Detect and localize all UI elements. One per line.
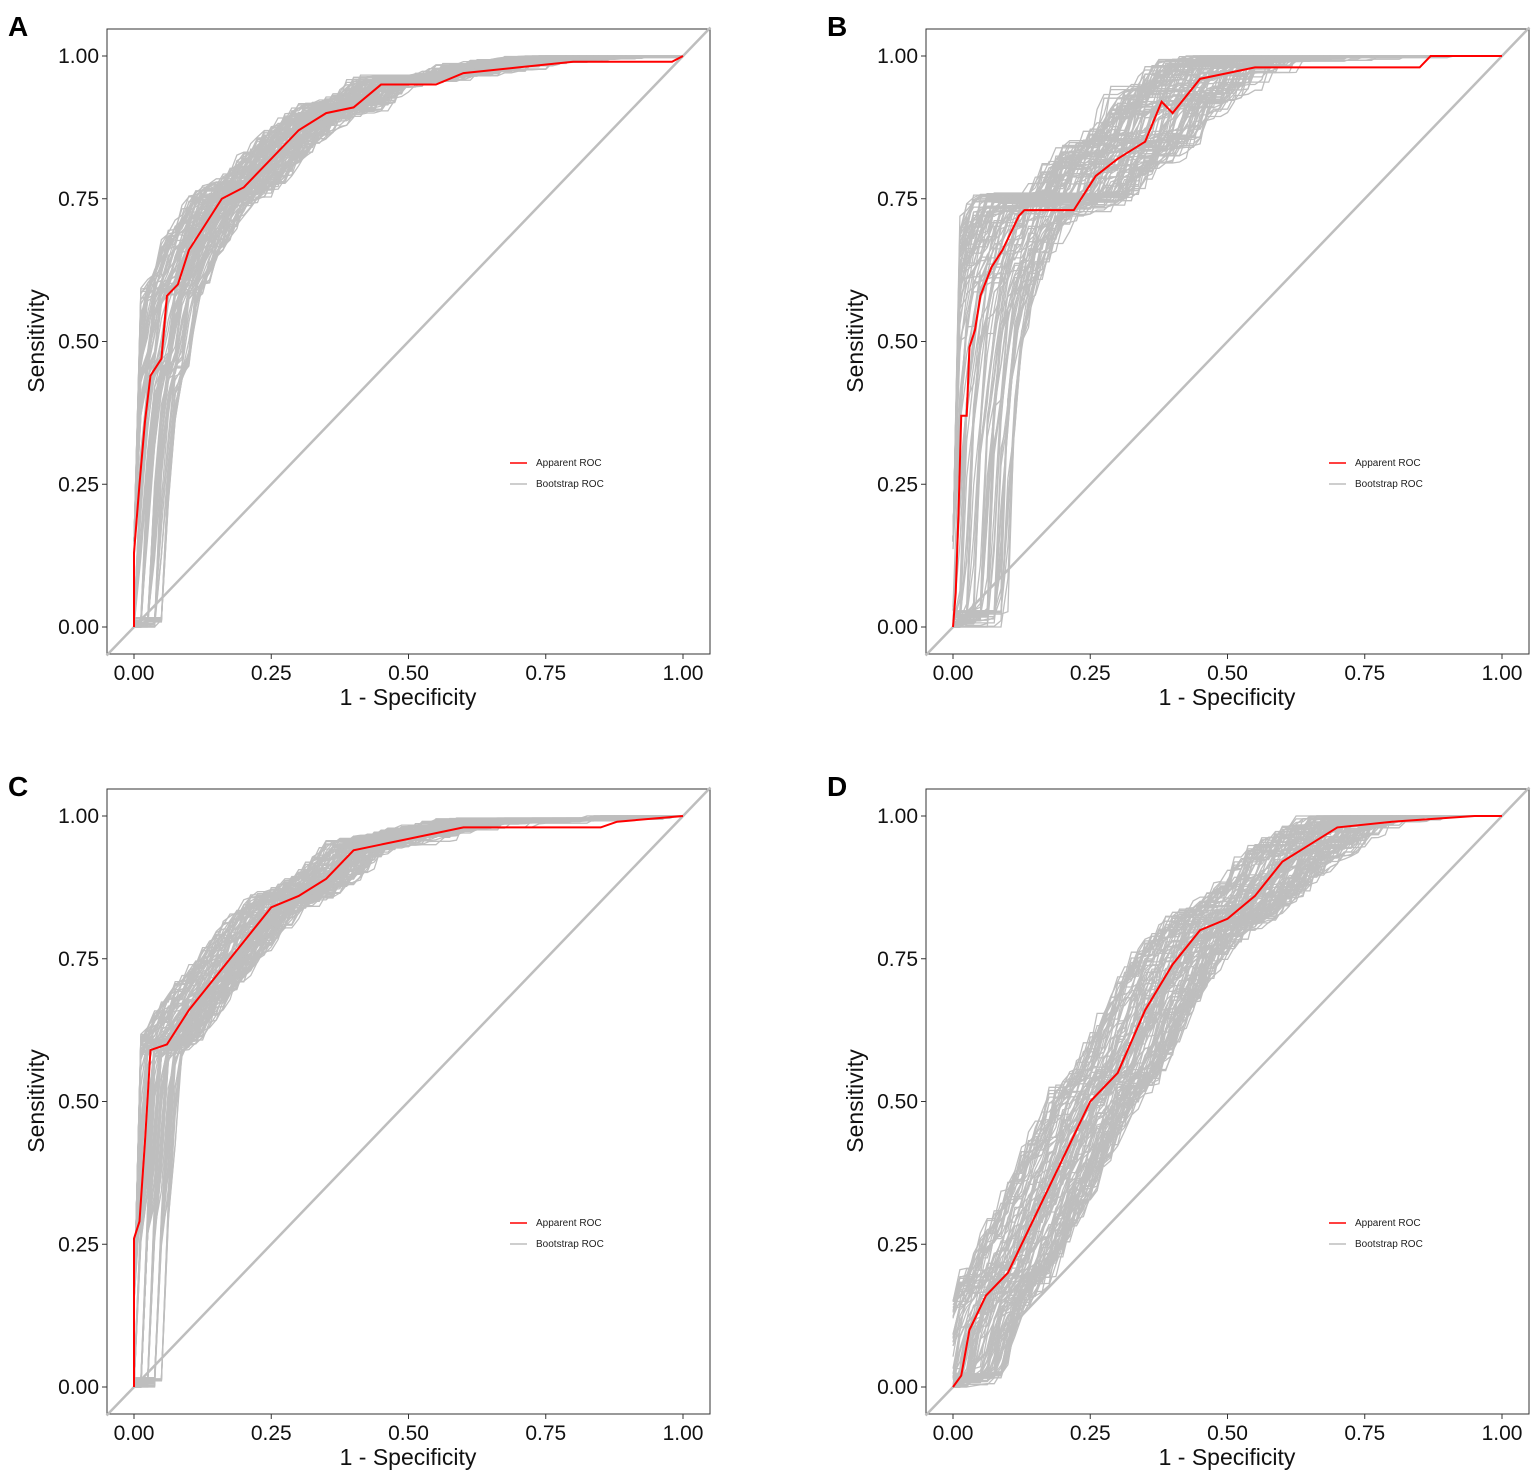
y-axis-label: Sensitivity bbox=[842, 289, 868, 393]
bootstrap-roc-line bbox=[952, 815, 1502, 1388]
x-tick-label: 0.00 bbox=[114, 662, 155, 685]
y-axis-label: Sensitivity bbox=[842, 1049, 868, 1153]
legend-label-apparent: Apparent ROC bbox=[1355, 458, 1421, 469]
x-tick-label: 0.50 bbox=[1207, 1422, 1248, 1445]
panel-letter: A bbox=[8, 11, 28, 42]
legend-label-bootstrap: Bootstrap ROC bbox=[536, 1239, 604, 1250]
y-tick-label: 1.00 bbox=[58, 45, 99, 68]
x-tick-label: 0.25 bbox=[1070, 662, 1111, 685]
y-tick-label: 0.00 bbox=[58, 1376, 99, 1399]
y-tick-label: 0.25 bbox=[58, 1233, 99, 1256]
y-tick-label: 1.00 bbox=[877, 805, 918, 828]
diagonal-reference-line bbox=[924, 786, 1531, 1417]
x-tick-label: 0.00 bbox=[933, 1422, 974, 1445]
roc-panel-a: 0.00 0.25 0.50 0.75 1.00 0.00 0.25 0.50 0.75 1.00… bbox=[8, 11, 712, 710]
x-tick-label: 0.25 bbox=[251, 1422, 292, 1445]
y-tick-label: 1.00 bbox=[877, 45, 918, 68]
legend-label-apparent: Apparent ROC bbox=[536, 1218, 602, 1229]
x-tick-label: 0.50 bbox=[388, 1422, 429, 1445]
apparent-roc-line bbox=[952, 55, 1502, 628]
y-tick-label: 0.75 bbox=[877, 948, 918, 971]
y-tick-label: 0.25 bbox=[877, 1233, 918, 1256]
legend-label-bootstrap: Bootstrap ROC bbox=[1355, 479, 1423, 490]
x-tick-label: 0.25 bbox=[1070, 1422, 1111, 1445]
x-axis-label: 1 - Specificity bbox=[340, 684, 477, 710]
diagonal-reference-line bbox=[105, 26, 712, 657]
legend-label-bootstrap: Bootstrap ROC bbox=[536, 479, 604, 490]
y-tick-label: 0.25 bbox=[877, 473, 918, 496]
y-tick-label: 0.00 bbox=[877, 1376, 918, 1399]
roc-panel-b: 0.00 0.25 0.50 0.75 1.00 0.00 0.25 0.50 0.75 1.00… bbox=[827, 11, 1531, 710]
apparent-roc-line bbox=[133, 55, 684, 627]
x-tick-label: 0.00 bbox=[114, 1422, 155, 1445]
y-tick-label: 0.50 bbox=[58, 1091, 99, 1114]
legend: Apparent ROC Bootstrap ROC bbox=[1329, 458, 1423, 490]
x-axis-label: 1 - Specificity bbox=[1159, 684, 1296, 710]
y-tick-label: 0.50 bbox=[877, 1091, 918, 1114]
legend: Apparent ROC Bootstrap ROC bbox=[510, 1218, 604, 1250]
bootstrap-roc-line bbox=[134, 815, 683, 1388]
x-tick-label: 0.50 bbox=[1207, 662, 1248, 685]
y-tick-label: 0.75 bbox=[58, 948, 99, 971]
bootstrap-roc-line bbox=[133, 815, 683, 1302]
bootstrap-roc-line bbox=[134, 55, 683, 625]
y-tick-label: 0.25 bbox=[58, 473, 99, 496]
x-tick-label: 0.75 bbox=[525, 1422, 566, 1445]
bootstrap-curves bbox=[133, 55, 684, 628]
y-tick-label: 0.00 bbox=[877, 616, 918, 639]
bootstrap-roc-line bbox=[133, 815, 683, 1384]
bootstrap-roc-line bbox=[133, 55, 683, 542]
roc-panel-d: 0.00 0.25 0.50 0.75 1.00 0.00 0.25 0.50 0.75 1.00… bbox=[827, 771, 1531, 1470]
bootstrap-curves bbox=[952, 815, 1502, 1388]
legend-label-apparent: Apparent ROC bbox=[1355, 1218, 1421, 1229]
bootstrap-roc-line bbox=[952, 55, 1502, 542]
x-tick-label: 0.75 bbox=[1344, 1422, 1385, 1445]
bootstrap-roc-line bbox=[953, 815, 1502, 1383]
y-tick-label: 0.50 bbox=[58, 331, 99, 354]
panel-letter: C bbox=[8, 771, 28, 802]
y-tick-label: 0.75 bbox=[58, 188, 99, 211]
y-axis-label: Sensitivity bbox=[23, 1049, 49, 1153]
x-tick-label: 1.00 bbox=[663, 1422, 704, 1445]
legend-label-apparent: Apparent ROC bbox=[536, 458, 602, 469]
x-tick-label: 0.75 bbox=[525, 662, 566, 685]
legend: Apparent ROC Bootstrap ROC bbox=[510, 458, 604, 490]
panel-letter: B bbox=[827, 11, 847, 42]
diagonal-reference-line bbox=[105, 786, 712, 1417]
x-tick-label: 0.25 bbox=[251, 662, 292, 685]
y-tick-label: 0.75 bbox=[877, 188, 918, 211]
x-axis-label: 1 - Specificity bbox=[340, 1444, 477, 1470]
y-tick-label: 0.50 bbox=[877, 331, 918, 354]
x-tick-label: 1.00 bbox=[663, 662, 704, 685]
y-axis-label: Sensitivity bbox=[23, 289, 49, 393]
y-tick-label: 1.00 bbox=[58, 805, 99, 828]
x-axis-label: 1 - Specificity bbox=[1159, 1444, 1296, 1470]
bootstrap-curves bbox=[133, 815, 684, 1388]
legend-label-bootstrap: Bootstrap ROC bbox=[1355, 1239, 1423, 1250]
legend: Apparent ROC Bootstrap ROC bbox=[1329, 1218, 1423, 1250]
roc-panel-c: 0.00 0.25 0.50 0.75 1.00 0.00 0.25 0.50 0.75 1.00… bbox=[8, 771, 712, 1470]
x-tick-label: 0.00 bbox=[933, 662, 974, 685]
apparent-roc-line bbox=[133, 815, 684, 1387]
y-tick-label: 0.00 bbox=[58, 616, 99, 639]
x-tick-label: 1.00 bbox=[1482, 1422, 1523, 1445]
panel-letter: D bbox=[827, 771, 847, 802]
x-tick-label: 1.00 bbox=[1482, 662, 1523, 685]
x-tick-label: 0.75 bbox=[1344, 662, 1385, 685]
apparent-roc-line bbox=[952, 815, 1502, 1388]
diagonal-reference-line bbox=[924, 26, 1531, 657]
bootstrap-roc-line bbox=[952, 815, 1502, 1388]
x-tick-label: 0.50 bbox=[388, 662, 429, 685]
bootstrap-curves bbox=[952, 55, 1502, 628]
